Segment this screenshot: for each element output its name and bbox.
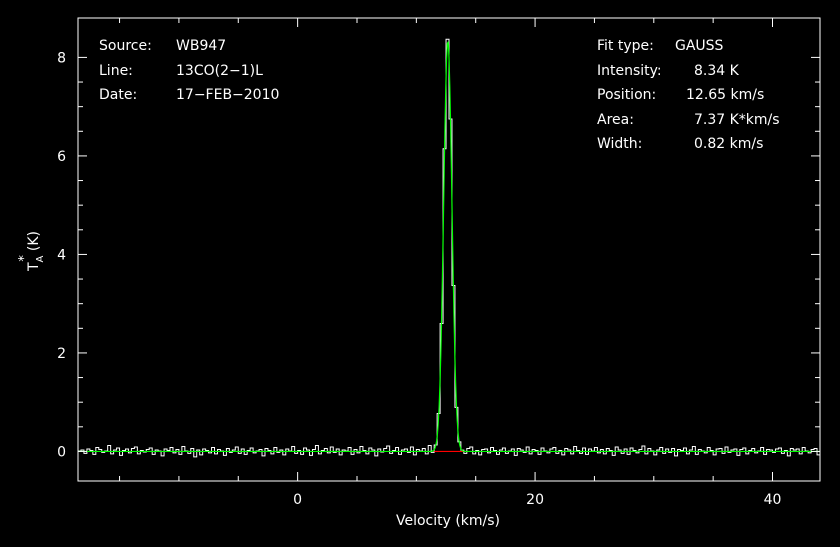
plot-area xyxy=(78,38,820,458)
source-key: Source: xyxy=(99,38,152,54)
position-value: 12.65 km/s xyxy=(686,87,764,103)
line-value: 13CO(2−1)L xyxy=(176,63,263,79)
width-key: Width: xyxy=(597,136,642,152)
line-key: Line: xyxy=(99,63,133,79)
y-axis-label-sup: * xyxy=(17,255,32,262)
y-axis-label-unit: (K) xyxy=(26,231,42,251)
y-tick-label: 6 xyxy=(57,149,66,165)
fit-info-block: Fit type: GAUSS Intensity: 8.34 K Positi… xyxy=(597,38,780,152)
x-tick-label: 40 xyxy=(764,492,782,508)
position-key: Position: xyxy=(597,87,656,103)
intensity-key: Intensity: xyxy=(597,63,662,79)
axis-tick-labels: 0 20 40 0 2 4 6 8 xyxy=(57,50,781,508)
axes-frame xyxy=(77,17,821,482)
area-key: Area: xyxy=(597,112,634,128)
y-tick-label: 2 xyxy=(57,346,66,362)
y-tick-label: 0 xyxy=(57,444,66,460)
y-axis-label: TA* (K) xyxy=(17,231,46,272)
x-axis-label: Velocity (km/s) xyxy=(396,513,500,529)
x-tick-label: 20 xyxy=(526,492,544,508)
date-value: 17−FEB−2010 xyxy=(176,87,279,103)
source-info-block: Source: WB947 Line: 13CO(2−1)L Date: 17−… xyxy=(99,38,279,103)
axis-ticks xyxy=(78,18,820,481)
y-tick-label: 4 xyxy=(57,247,66,263)
source-value: WB947 xyxy=(176,38,226,54)
fit-type-value: GAUSS xyxy=(675,38,724,54)
date-key: Date: xyxy=(99,87,137,103)
x-tick-label: 0 xyxy=(293,492,302,508)
intensity-value: 8.34 K xyxy=(694,63,740,79)
spectrum-series xyxy=(78,38,820,458)
y-tick-label: 8 xyxy=(57,50,66,66)
fit-type-key: Fit type: xyxy=(597,38,654,54)
y-axis-label-sub: A xyxy=(35,255,46,262)
area-value: 7.37 K*km/s xyxy=(694,112,780,128)
width-value: 0.82 km/s xyxy=(694,136,763,152)
y-axis-label-main: T xyxy=(26,262,42,272)
gaussian-fit-series xyxy=(78,40,820,453)
